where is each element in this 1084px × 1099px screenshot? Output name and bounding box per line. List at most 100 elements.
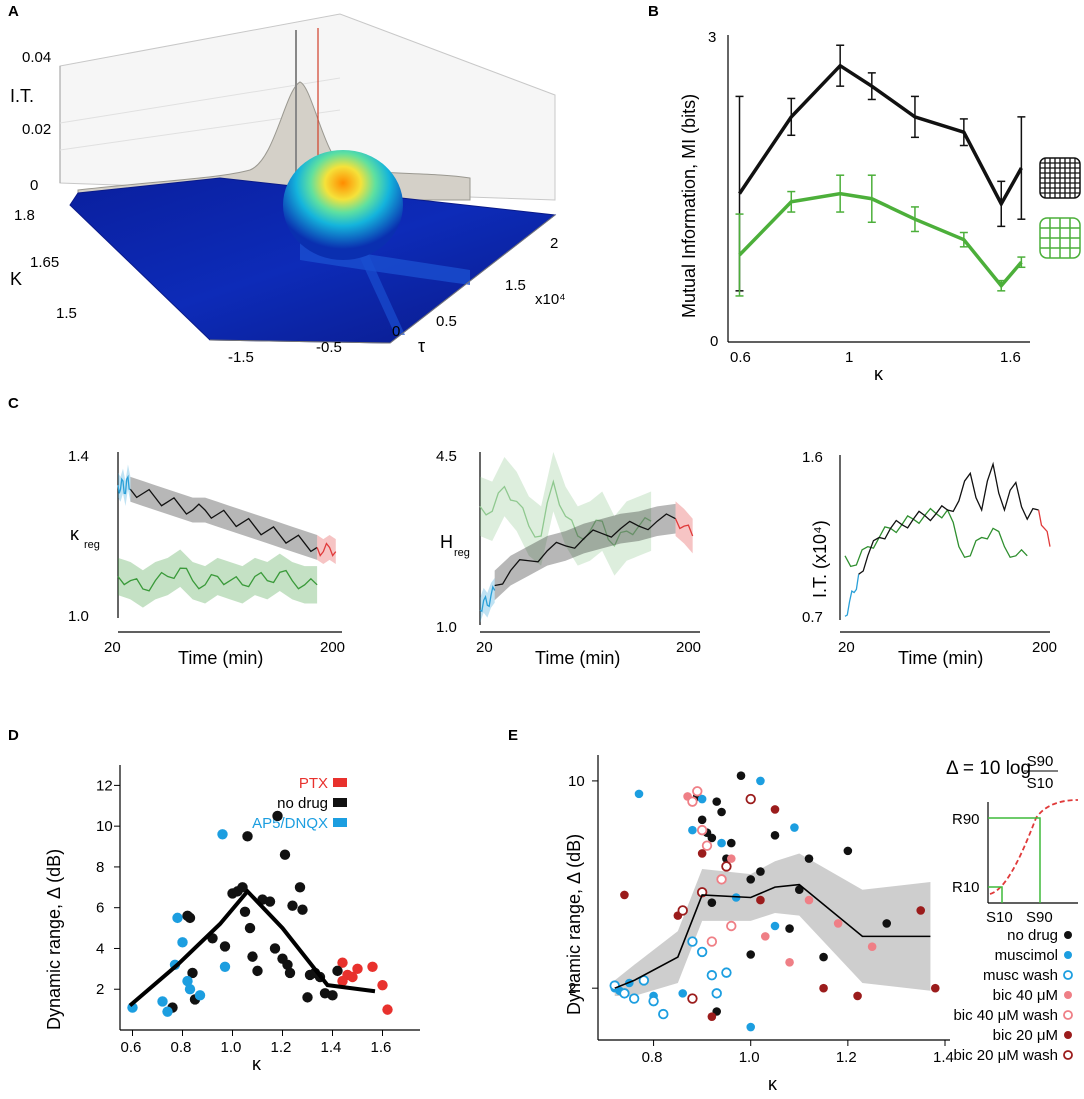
- tau-tick-m05: -0.5: [316, 339, 342, 356]
- tau-tick-2: 2: [550, 235, 558, 252]
- e-point-musc-wash: [706, 970, 718, 981]
- d-point-no-drug: [219, 941, 231, 952]
- panel-a: A I.T. 0.04 0.02 0 1.8 1.65 1.5 K -1.5 -…: [8, 3, 566, 366]
- e-legend-label: bic 20 μM wash: [953, 1047, 1058, 1064]
- e-point-bic-20-m-wash: [721, 861, 732, 872]
- c2-plot-band-3: [480, 452, 652, 576]
- d-ytick-label: 12: [96, 777, 113, 794]
- e-legend-marker: [1063, 1050, 1073, 1060]
- e-point-muscimol: [678, 989, 688, 998]
- d-point-ap-dnqx: [162, 1006, 173, 1017]
- d-point-ptx: [382, 1004, 393, 1015]
- e-point-no-drug: [819, 952, 828, 962]
- d-point-no-drug: [187, 967, 198, 979]
- c1-plot-line-2: [316, 542, 337, 557]
- e-point-no-drug: [697, 815, 707, 825]
- d-point-no-drug: [332, 965, 343, 977]
- d-point-no-drug: [282, 959, 293, 970]
- d-point-ptx: [352, 963, 363, 975]
- e-point-no-drug: [746, 875, 756, 884]
- c1-ybot: 1.0: [68, 608, 89, 625]
- e-point-no-drug: [707, 833, 717, 843]
- e-formula-lhs: Δ = 10 log: [946, 758, 1031, 779]
- c3-xlabel: Time (min): [898, 648, 983, 668]
- d-point-ap-dnqx: [219, 961, 231, 973]
- z-tick-004: 0.04: [22, 49, 51, 66]
- d-trend-line: [128, 888, 376, 1008]
- c1-plot-band-0: [118, 464, 131, 506]
- d-point-ap-dnqx: [157, 996, 168, 1007]
- d-xtick-label: 1.2: [271, 1039, 292, 1056]
- e-point-bic-40-m: [785, 957, 794, 967]
- e-legend-marker: [1063, 970, 1073, 980]
- e-ticks: 10 2 0.8 1.0 1.2 1.4: [568, 773, 954, 1066]
- d-ytick-label: 2: [96, 981, 104, 998]
- e-inset: R90 R10 S10 S90: [952, 799, 1079, 926]
- e-point-no-drug: [756, 867, 765, 876]
- c1-plot-band-3: [118, 549, 318, 608]
- d-point-no-drug: [247, 951, 258, 962]
- e-point-bic-20-m-wash: [677, 905, 688, 916]
- d-point-no-drug: [239, 906, 251, 917]
- e-legend-marker: [1064, 951, 1072, 959]
- tau-scale: x10⁴: [535, 291, 566, 308]
- e-inset-sigmoid: [989, 799, 1079, 895]
- d-ticks: 12 10 8 6 4 2 0.6 0.8 1.0 1.2 1.4 1.6: [96, 777, 391, 1056]
- e-point-muscimol: [697, 794, 707, 804]
- c3-ybot: 0.7: [802, 609, 823, 626]
- e-point-muscimol: [770, 921, 780, 931]
- e-xtick-label: 0.8: [642, 1049, 663, 1066]
- d-ytick-label: 4: [96, 940, 104, 957]
- c2-plot-band-2: [675, 501, 693, 554]
- e-point-musc-wash: [628, 993, 640, 1004]
- e-legend-marker: [1064, 931, 1072, 939]
- shadow-projection: [77, 81, 471, 201]
- e-legend-label: bic 20 μM: [993, 1027, 1058, 1044]
- c3-xright: 200: [1032, 639, 1057, 656]
- k-axis-label: K: [10, 269, 22, 289]
- c1-plot-band-2: [317, 535, 336, 565]
- e-ytick-label: 2: [568, 980, 576, 997]
- d-ytick-label: 8: [96, 859, 104, 876]
- d-point-no-drug: [294, 882, 306, 893]
- c2-plot-line-2: [674, 518, 694, 537]
- e-point-bic-40-m: [804, 895, 814, 905]
- e-trend-line: [614, 883, 931, 989]
- d-legend-ap5: AP5/DNQX: [252, 815, 328, 832]
- e-xtick-label: 1.2: [836, 1049, 857, 1066]
- panel-b: B 3 0 0.6 1 1.6 κ Mutual Information, MI…: [648, 3, 1081, 384]
- e-legend-label: no drug: [1007, 927, 1058, 944]
- b-ytick-3: 3: [708, 29, 716, 46]
- e-point-no-drug: [717, 807, 726, 817]
- d-legend-nodrug-swatch: [333, 798, 347, 807]
- e-point-bic-40-m-wash: [716, 874, 727, 885]
- e-inset-s90: S90: [1026, 909, 1053, 926]
- e-plot-area: [609, 771, 940, 1032]
- e-inset-r90: R90: [952, 811, 980, 828]
- e-point-no-drug: [712, 797, 722, 806]
- e-ytick-label: 10: [568, 773, 585, 790]
- e-point-musc-wash: [721, 967, 732, 978]
- e-point-no-drug: [804, 854, 814, 863]
- d-ytick-label: 10: [96, 818, 113, 835]
- e-point-bic-20-m: [697, 849, 707, 858]
- d-point-no-drug: [297, 904, 308, 915]
- e-point-musc-wash: [696, 946, 708, 958]
- c3-ytop: 1.6: [802, 449, 823, 466]
- e-legend-label: muscimol: [995, 947, 1058, 964]
- k-tick-15: 1.5: [56, 305, 77, 322]
- e-point-musc-wash: [687, 936, 698, 947]
- tau-tick-0: 0: [392, 323, 400, 340]
- c1-xright: 200: [320, 639, 345, 656]
- panel-d: D 12 10 8 6 4 2 0.6 0.8 1.0 1.2 1.4 1.6 κ Dynamic r…: [8, 727, 420, 1074]
- z-tick-0: 0: [30, 177, 38, 194]
- c2-xlabel: Time (min): [535, 648, 620, 668]
- d-point-ap-dnqx: [217, 829, 228, 840]
- c3-plot-area: [844, 461, 1051, 617]
- d-legend-ptx: PTX: [299, 775, 328, 792]
- c2-plot-line-1: [494, 513, 676, 587]
- d-point-ptx: [337, 957, 348, 968]
- panel-c: C 1.4 1.0 20 200 Time (min) κ reg 4.5 1.…: [8, 395, 1057, 668]
- panel-letter-a: A: [8, 3, 19, 20]
